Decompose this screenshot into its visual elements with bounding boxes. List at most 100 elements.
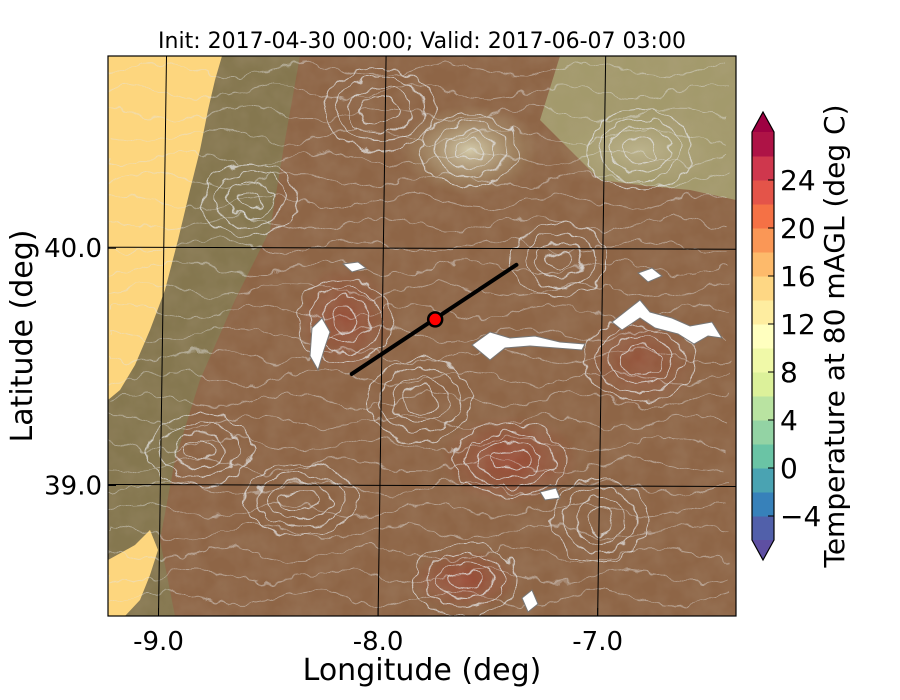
colorbar-bin	[752, 324, 774, 349]
contour-line	[448, 570, 482, 590]
contour-line	[457, 140, 483, 160]
contour-line	[489, 450, 531, 470]
reservoir-shape	[611, 299, 723, 345]
contour-line	[108, 546, 729, 562]
colorbar-bin	[752, 276, 774, 301]
contour-line	[108, 238, 729, 254]
colorbar-bin	[752, 300, 774, 325]
colorbar-bin	[752, 348, 774, 373]
colorbar-bin	[752, 132, 774, 157]
contour-line	[575, 496, 625, 544]
contour-line	[403, 385, 437, 415]
meridian-line	[158, 56, 168, 616]
chart-title: Init: 2017-04-30 00:00; Valid: 2017-06-0…	[158, 29, 686, 54]
contour-line	[436, 561, 494, 599]
x-tick-label: -7.0	[572, 627, 623, 657]
contour-line	[563, 487, 637, 553]
contour-line	[587, 505, 613, 535]
colorbar-bin	[752, 444, 774, 469]
contour-line	[108, 458, 729, 474]
contour-line	[243, 463, 357, 537]
contour-line	[347, 86, 413, 134]
contour-line	[108, 172, 729, 188]
contour-line	[108, 392, 729, 408]
contour-line	[255, 472, 345, 528]
colorbar-bin	[752, 468, 774, 493]
contour-line	[279, 490, 321, 510]
contour-line	[619, 345, 661, 375]
colorbar-tick-label: 12	[780, 308, 816, 341]
contour-line	[183, 440, 217, 460]
colorbar-tick-label: 16	[780, 260, 816, 293]
contour-line	[445, 131, 495, 169]
contour-line	[607, 336, 673, 384]
contour-line	[108, 524, 729, 540]
contour-line	[595, 327, 685, 393]
colorbar-outline	[751, 110, 775, 562]
contour-line	[599, 117, 681, 183]
colorbar-extend-min	[752, 540, 774, 560]
location-marker	[426, 311, 444, 328]
contour-line	[108, 282, 729, 298]
contour-line	[108, 568, 729, 584]
colorbar-bin	[752, 180, 774, 205]
colorbar-extend-max	[752, 112, 774, 132]
contour-line	[379, 367, 461, 433]
contour-line	[547, 250, 573, 270]
x-axis-label: Longitude (deg)	[303, 653, 542, 688]
contour-line	[108, 84, 729, 100]
reservoir-shape	[471, 331, 586, 361]
contour-line	[359, 95, 401, 125]
colorbar-bin	[752, 420, 774, 445]
contour-line	[108, 502, 729, 518]
y-tick-label: 40.0	[44, 234, 102, 264]
reservoir-shape	[539, 487, 561, 501]
colorbar-bin	[752, 204, 774, 229]
colorbar-bin	[752, 252, 774, 277]
contour-line	[108, 326, 729, 342]
contour-line	[108, 62, 729, 78]
contour-line	[535, 241, 585, 279]
contour-line	[611, 126, 669, 174]
contour-line	[267, 481, 333, 519]
estuary-region	[108, 530, 158, 616]
contour-line	[108, 260, 729, 276]
contour-line	[108, 128, 729, 144]
contour-line	[623, 135, 657, 165]
plot-area	[108, 56, 736, 616]
colorbar-bin	[752, 372, 774, 397]
colorbar-bin	[752, 156, 774, 181]
contour-line	[453, 423, 567, 497]
colorbar-tick-label: 0	[780, 452, 798, 485]
colorbar-label: Temperature at 80 mAGL (deg C)	[818, 104, 851, 568]
contour-line	[412, 543, 518, 616]
contour-line	[108, 414, 729, 430]
colorbar-tick-label: 20	[780, 212, 816, 245]
plot-frame	[107, 55, 737, 617]
contour-line	[108, 194, 729, 210]
contour-line	[323, 68, 437, 152]
colorbar-bin	[752, 396, 774, 421]
colorbar-tick-label: 8	[780, 356, 798, 389]
x-tick-label: -9.0	[133, 627, 184, 657]
contour-line	[335, 77, 425, 143]
x-ticks: -9.0 -8.0 -7.0	[133, 608, 623, 657]
contour-line	[332, 305, 358, 335]
reservoirs	[309, 261, 723, 613]
contour-line	[511, 223, 609, 297]
contour-line	[171, 431, 229, 469]
contour-line	[424, 552, 506, 608]
contour-line	[213, 172, 287, 228]
reservoir-shape	[341, 261, 368, 273]
colorbar-bin	[752, 516, 774, 541]
contour-line	[108, 216, 729, 232]
contour-line	[296, 278, 394, 362]
colorbar-tick-label: 4	[780, 404, 798, 437]
colorbar-bin	[752, 228, 774, 253]
colorbar: −4 0 4 8 12 16 20 24	[751, 110, 821, 562]
contour-line	[108, 370, 729, 386]
contour-line	[583, 318, 697, 402]
contour-line	[108, 436, 729, 452]
colorbar-tick-label: 24	[780, 164, 816, 197]
